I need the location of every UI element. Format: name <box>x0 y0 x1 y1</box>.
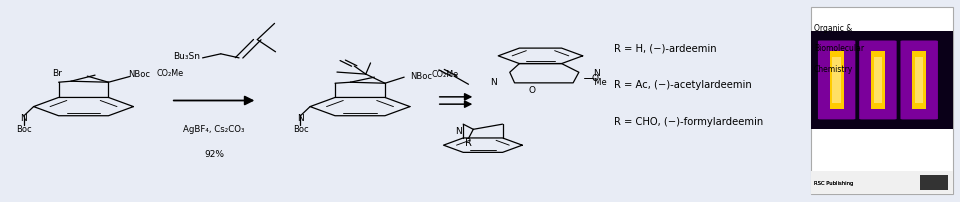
Text: CO₂Me: CO₂Me <box>431 70 458 79</box>
Text: Biomolecular: Biomolecular <box>814 44 864 53</box>
Text: 92%: 92% <box>204 149 224 158</box>
FancyBboxPatch shape <box>811 172 953 194</box>
FancyBboxPatch shape <box>829 52 844 109</box>
Text: R = CHO, (−)-formylardeemin: R = CHO, (−)-formylardeemin <box>614 116 763 126</box>
Text: Chemistry: Chemistry <box>814 64 853 73</box>
Text: RSC Publishing: RSC Publishing <box>814 180 853 185</box>
Text: 'Me: 'Me <box>592 78 607 87</box>
FancyBboxPatch shape <box>811 8 953 194</box>
Text: RSC Publishing: RSC Publishing <box>814 180 853 185</box>
FancyBboxPatch shape <box>874 57 882 104</box>
Text: NBoc: NBoc <box>410 72 432 81</box>
FancyBboxPatch shape <box>832 57 841 104</box>
FancyBboxPatch shape <box>915 57 924 104</box>
FancyBboxPatch shape <box>859 41 897 120</box>
Text: N: N <box>455 127 462 136</box>
FancyBboxPatch shape <box>920 175 948 190</box>
Text: R = H, (−)-ardeemin: R = H, (−)-ardeemin <box>614 43 717 54</box>
Text: N: N <box>297 113 304 122</box>
Text: N: N <box>491 78 497 87</box>
Text: Bu₃Sn: Bu₃Sn <box>173 52 200 61</box>
Text: N: N <box>593 68 600 77</box>
Text: O: O <box>528 85 536 94</box>
FancyBboxPatch shape <box>818 41 855 120</box>
Text: Organic &: Organic & <box>814 24 852 33</box>
Text: R: R <box>465 137 472 147</box>
Text: AgBF₄, Cs₂CO₃: AgBF₄, Cs₂CO₃ <box>183 125 245 134</box>
FancyBboxPatch shape <box>871 52 885 109</box>
FancyBboxPatch shape <box>900 41 938 120</box>
Text: NBoc: NBoc <box>128 70 150 79</box>
Text: Boc: Boc <box>16 124 32 133</box>
Text: CO₂Me: CO₂Me <box>156 69 183 78</box>
FancyBboxPatch shape <box>912 52 926 109</box>
Text: Br: Br <box>53 69 62 78</box>
Text: Boc: Boc <box>293 124 308 133</box>
Text: O: O <box>591 74 599 83</box>
Text: R = Ac, (−)-acetylardeemin: R = Ac, (−)-acetylardeemin <box>614 80 752 90</box>
Text: N: N <box>20 113 28 122</box>
FancyBboxPatch shape <box>811 32 953 129</box>
